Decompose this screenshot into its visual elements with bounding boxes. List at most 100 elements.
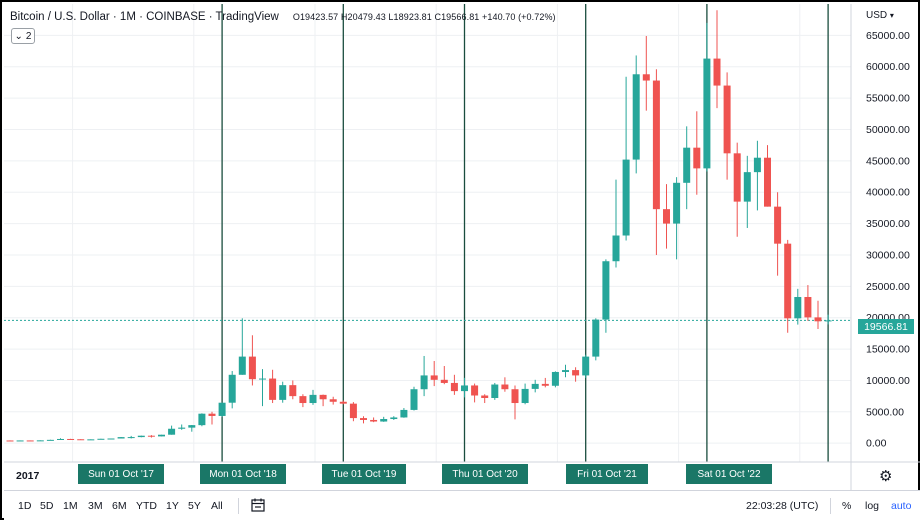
settings-gear-icon[interactable]: ⚙ [879,468,893,485]
grid-lines [4,4,851,462]
candle-body [269,378,277,400]
candle-body [622,159,630,236]
candle-body [6,440,14,442]
candle-body [804,296,812,318]
candle-body [289,385,297,397]
y-tick-label: 15000.00 [866,344,910,356]
toolbar-divider [238,498,239,514]
candle-body [743,172,751,202]
ohlc-values: O19423.57 H20479.43 L18923.81 C19566.81 … [292,12,556,22]
candle-body [693,147,701,169]
date-tag-2018: Mon 01 Oct '18 [200,464,286,484]
candle-body [319,394,327,400]
currency-selector[interactable]: USD ▾ [866,10,894,21]
candle-body [420,375,428,390]
candle-body [562,370,569,372]
candle-body [551,371,559,386]
candle-body [501,384,509,390]
candle-body [248,356,256,380]
candle-body [400,409,408,418]
candle-body [794,296,802,319]
candle-body [370,419,378,422]
percent-scale-toggle[interactable]: % [842,500,852,512]
candle-body [218,402,226,416]
candle-body [329,399,337,402]
candle-body [309,394,317,404]
timeframe-5y[interactable]: 5Y [188,500,201,512]
last-price-badge: 19566.81 [858,319,914,334]
y-tick-label: 55000.00 [866,93,910,105]
candle-body [521,388,529,404]
candle-body [531,383,539,389]
candle-body [97,438,105,440]
y-tick-label: 40000.00 [866,187,910,199]
candle-body [602,261,610,320]
timeframe-5d[interactable]: 5D [40,500,54,512]
candle-body [491,384,499,399]
candle-body [137,435,145,438]
candle-body [390,417,398,420]
candle-body [733,153,741,202]
date-markers [4,4,851,462]
candle-body [632,74,640,160]
bottom-toolbar: 1D 5D 1M 3M 6M YTD 1Y 5Y All 22:03:28 (U… [4,490,920,521]
candle-body [430,375,438,380]
timeframe-1y[interactable]: 1Y [166,500,179,512]
candle-body [26,440,34,442]
candle-body [16,440,24,442]
candle-body [673,182,681,224]
date-tag-2017: Sun 01 Oct '17 [78,464,164,484]
candle-body [168,428,176,435]
y-tick-label: 65000.00 [866,30,910,42]
candle-body [481,395,489,399]
candle-body [814,317,822,322]
candle-body [663,209,670,224]
log-scale-toggle[interactable]: log [865,500,880,512]
candle-body [238,356,246,375]
candle-body [178,427,186,429]
date-tag-2019: Tue 01 Oct '19 [322,464,406,484]
date-tag-2021: Fri 01 Oct '21 [566,464,648,484]
timeframe-all[interactable]: All [211,500,223,512]
timeframe-1d[interactable]: 1D [18,500,32,512]
candle-body [824,320,832,322]
candle-body [147,435,155,437]
calendar-range-icon[interactable] [250,497,266,513]
indicator-count: 2 [25,30,32,42]
candle-body [541,383,549,386]
y-tick-label: 25000.00 [866,281,910,293]
auto-scale-toggle[interactable]: auto [891,500,912,512]
candle-body [46,439,54,441]
candle-body [380,419,388,422]
candle-body [57,438,64,440]
y-tick-label: 60000.00 [866,61,910,73]
y-tick-label: 30000.00 [866,249,910,261]
candle-body [753,157,761,173]
y-tick-label: 45000.00 [866,155,910,167]
candle-body [592,319,600,357]
y-tick-label: 50000.00 [866,124,910,136]
timeframe-3m[interactable]: 3M [88,500,103,512]
candle-body [36,440,44,442]
utc-clock[interactable]: 22:03:28 (UTC) [746,500,819,512]
candle-body [117,437,125,439]
timeframe-ytd[interactable]: YTD [136,500,157,512]
candle-body [188,425,196,428]
indicator-collapse-button[interactable]: ⌄ 2 [11,28,35,44]
candle-body [279,385,287,400]
toolbar-divider [830,498,831,514]
candle-body [642,74,650,81]
symbol-title[interactable]: Bitcoin / U.S. Dollar · 1M · COINBASE · … [10,11,279,23]
year-label: 2017 [16,470,40,482]
timeframe-6m[interactable]: 6M [112,500,127,512]
candle-body [228,374,236,403]
date-tag-2022: Sat 01 Oct '22 [686,464,772,484]
timeframe-1m[interactable]: 1M [63,500,78,512]
candle-body [511,389,519,404]
candle-body [208,413,216,416]
candle-body [652,80,660,210]
candle-body [440,379,448,383]
candle-body [360,418,367,420]
candle-body [107,438,115,440]
